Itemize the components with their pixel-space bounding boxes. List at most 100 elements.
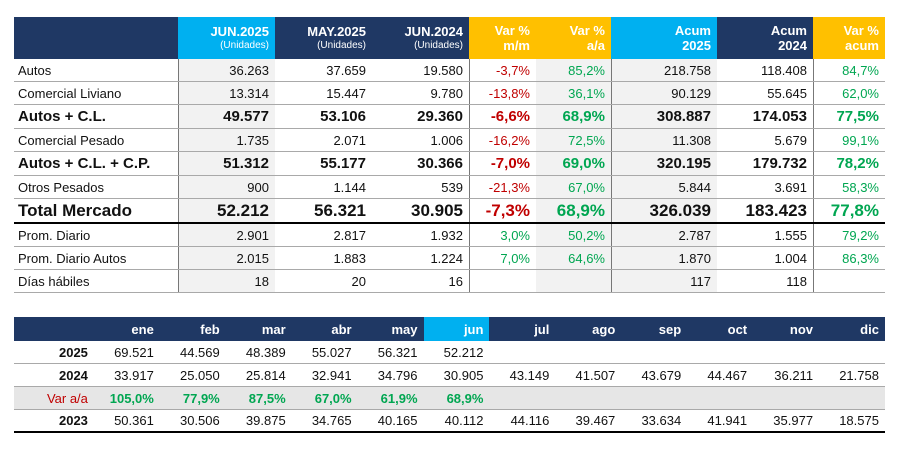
row-cell-jun2025: 36.263: [178, 59, 275, 81]
month-header-may: may: [391, 321, 418, 337]
header-var-aa-sub: a/a: [586, 38, 605, 53]
monthly-cell: 25.814: [245, 367, 286, 383]
monthly-row: 2023 50.361 30.506 39.875 34.765 40.165 40.112…: [14, 410, 885, 433]
month-header-sep: sep: [658, 321, 682, 337]
row-cell-jun2024: 539: [441, 179, 463, 195]
row-cell-var-aa: 67,0%: [536, 176, 611, 198]
monthly-cell: 87,5%: [248, 390, 286, 406]
row-cell-var-mm: -6,6%: [469, 105, 536, 128]
row-cell-jun2025: 13.314: [178, 82, 275, 104]
row-cell-var-acum: 78,2%: [813, 152, 885, 175]
row-cell-jun2025: 2.015: [178, 247, 275, 269]
row-label: Días hábiles: [18, 273, 90, 289]
monthly-cell: 30.506: [179, 413, 220, 428]
row-cell-jun2024: 30.905: [411, 200, 463, 220]
row-cell-var-acum: [813, 270, 885, 292]
row-cell-jun2025: 52.212: [178, 199, 275, 222]
row-cell-may2025: 1.144: [333, 179, 366, 195]
market-summary-table: JUN.2025 (Unidades) MAY.2025 (Unidades) …: [14, 17, 885, 293]
row-cell-acum2025: 117: [611, 270, 717, 292]
header-var-acum: Var % acum: [813, 17, 885, 59]
row-cell-may2025: 15.447: [326, 85, 366, 101]
row-cell-may2025: 1.883: [333, 250, 366, 266]
summary-body: Autos 36.263 37.659 19.580 -3,7% 85,2% 218.758…: [14, 59, 885, 293]
row-cell-acum2025: 320.195: [611, 152, 717, 175]
header-may2025: MAY.2025 (Unidades): [275, 17, 372, 59]
row-cell-acum2025: 1.870: [611, 247, 717, 269]
header-jun2025: JUN.2025 (Unidades): [178, 17, 275, 59]
row-label: Prom. Diario Autos: [18, 250, 127, 266]
monthly-cell: 35.977: [773, 413, 814, 428]
header-may2025-title: MAY.2025: [307, 23, 366, 39]
monthly-cell: 48.389: [245, 344, 286, 360]
header-jun2025-title: JUN.2025: [210, 23, 269, 39]
header-acum2024: Acum 2024: [717, 17, 813, 59]
month-header-nov: nov: [789, 321, 814, 337]
monthly-cell: 105,0%: [109, 390, 154, 406]
row-label: Otros Pesados: [18, 179, 104, 195]
row-cell-acum2025: 11.308: [611, 129, 717, 151]
summary-row: Otros Pesados 900 1.144 539 -21,3% 67,0% 5.844…: [14, 176, 885, 199]
row-cell-jun2025: 1.735: [178, 129, 275, 151]
month-header-ago: ago: [592, 321, 616, 337]
header-var-mm-sub: m/m: [503, 38, 530, 53]
row-cell-acum2025: 308.887: [611, 105, 717, 128]
summary-row: Prom. Diario Autos 2.015 1.883 1.224 7,0% 64,…: [14, 247, 885, 270]
monthly-cell: 43.149: [509, 367, 550, 383]
row-cell-var-acum: 58,3%: [813, 176, 885, 198]
row-cell-acum2025: 2.787: [611, 224, 717, 246]
summary-row: Comercial Pesado 1.735 2.071 1.006 -16,2% 72,…: [14, 129, 885, 152]
header-var-acum-sub: acum: [845, 38, 879, 53]
monthly-cell: 30.905: [443, 367, 484, 383]
row-cell-var-aa: 68,9%: [536, 105, 611, 128]
row-cell-var-mm: -3,7%: [469, 59, 536, 81]
header-jun2024-unit: (Unidades): [414, 39, 463, 51]
month-header-mar: mar: [261, 321, 286, 337]
row-cell-jun2024: 1.932: [430, 227, 463, 243]
monthly-cell: 25.050: [179, 367, 220, 383]
monthly-cell: [819, 341, 885, 363]
monthly-cell: [753, 341, 819, 363]
row-cell-acum2024: 1.555: [774, 227, 807, 243]
monthly-cell: 55.027: [311, 344, 352, 360]
row-cell-may2025: 56.321: [314, 200, 366, 220]
row-label: Prom. Diario: [18, 227, 91, 243]
row-cell-var-aa: 68,9%: [536, 199, 611, 222]
monthly-cell: 32.941: [311, 367, 352, 383]
row-cell-jun2024: 29.360: [417, 108, 463, 125]
row-cell-acum2024: 3.691: [774, 179, 807, 195]
row-label: Autos + C.L. + C.P.: [18, 155, 151, 172]
summary-row: Prom. Diario 2.901 2.817 1.932 3,0% 50,2% 2.78…: [14, 224, 885, 247]
row-cell-jun2024: 1.006: [430, 132, 463, 148]
header-acum2025-sub: 2025: [682, 38, 711, 53]
row-cell-jun2025: 49.577: [178, 105, 275, 128]
row-cell-jun2025: 18: [178, 270, 275, 292]
month-header-feb: feb: [200, 321, 220, 337]
monthly-cell: 44.569: [179, 344, 220, 360]
month-header-ene: ene: [131, 321, 154, 337]
monthly-row: 2025 69.521 44.569 48.389 55.027 56.321 52.212: [14, 341, 885, 364]
header-acum2025: Acum 2025: [611, 17, 717, 59]
monthly-row: Var a/a 105,0% 77,9% 87,5% 67,0% 61,9% 68,9%: [14, 387, 885, 410]
monthly-cell: 18.575: [839, 413, 879, 428]
row-cell-var-mm: -21,3%: [469, 176, 536, 198]
monthly-cell: [555, 341, 621, 363]
row-label: Total Mercado: [18, 200, 132, 220]
monthly-cell: 67,0%: [314, 390, 352, 406]
monthly-cell: 40.112: [444, 413, 484, 428]
row-cell-acum2024: 183.423: [745, 200, 807, 220]
monthly-cell: 77,9%: [182, 390, 220, 406]
row-cell-var-aa: 36,1%: [536, 82, 611, 104]
header-jun2024: JUN.2024 (Unidades): [372, 17, 469, 59]
row-cell-var-mm: 7,0%: [469, 247, 536, 269]
row-cell-acum2025: 326.039: [611, 199, 717, 222]
row-cell-var-aa: 72,5%: [536, 129, 611, 151]
monthly-cell: [687, 387, 753, 409]
row-cell-acum2024: 179.732: [752, 155, 807, 172]
header-jun2024-title: JUN.2024: [404, 23, 463, 39]
header-corner: [14, 17, 178, 59]
row-cell-var-aa: 85,2%: [536, 59, 611, 81]
row-label: Autos + C.L.: [18, 108, 106, 125]
row-label: Comercial Pesado: [18, 132, 125, 148]
monthly-cell: 33.634: [641, 413, 682, 428]
